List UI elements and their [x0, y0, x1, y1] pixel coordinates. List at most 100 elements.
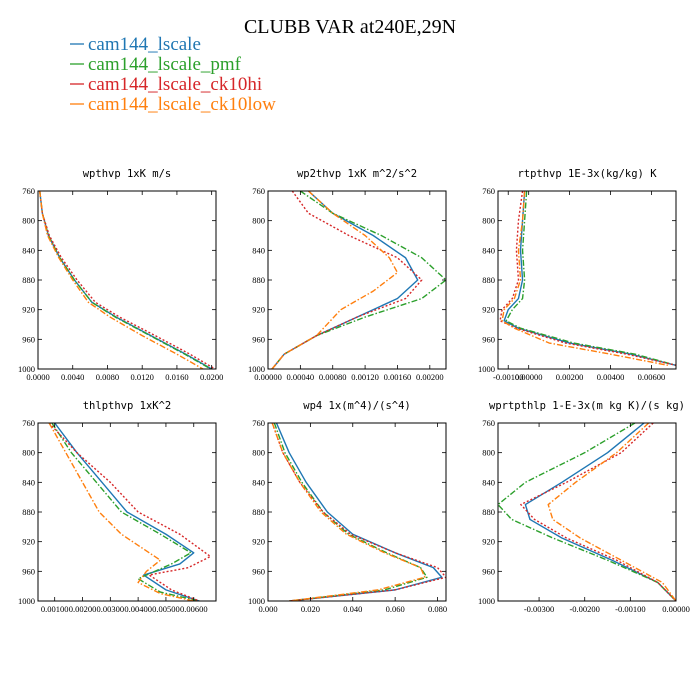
series-line — [275, 423, 443, 601]
y-tick-label: 840 — [252, 245, 265, 255]
x-tick-label: 0.000 — [258, 604, 277, 614]
y-tick-label: 1000 — [478, 364, 495, 374]
x-tick-label: 0.020 — [301, 604, 320, 614]
y-tick-label: 840 — [22, 245, 35, 255]
x-tick-label: 0.00100 — [41, 604, 69, 614]
y-tick-label: 880 — [482, 275, 495, 285]
plot-frame — [267, 422, 447, 602]
series-line — [520, 423, 676, 601]
y-tick-label: 760 — [252, 186, 265, 196]
y-tick-label: 760 — [482, 186, 495, 196]
x-tick-label: 0.00400 — [597, 372, 625, 382]
chart-panel: rtpthvp 1E-3x(kg/kg) K 760 800 840 880 920 960… — [478, 168, 677, 382]
x-tick-label: 0.00080 — [319, 372, 347, 382]
series-line — [271, 423, 446, 601]
x-tick-label: 0.00040 — [287, 372, 315, 382]
series-line — [271, 191, 446, 369]
y-tick-label: 920 — [252, 305, 265, 315]
series-line — [271, 191, 423, 369]
series-line — [51, 423, 200, 601]
x-tick-label: 0.0200 — [200, 372, 223, 382]
y-tick-label: 760 — [22, 186, 35, 196]
series-line — [547, 423, 676, 601]
panel-title: wprtpthlp 1-E-3x(m kg K)/(s kg) — [489, 400, 685, 412]
x-tick-label: 0.00300 — [97, 604, 125, 614]
legend-label: cam144_lscale_ck10hi — [88, 74, 262, 95]
y-tick-label: 920 — [22, 305, 35, 315]
y-tick-label: 1000 — [18, 364, 35, 374]
x-tick-label: 0.0080 — [96, 372, 119, 382]
plot-frame — [497, 422, 677, 602]
y-tick-label: 920 — [482, 305, 495, 315]
y-tick-label: 1000 — [18, 596, 35, 606]
y-tick-label: 1000 — [248, 596, 265, 606]
y-tick-label: 800 — [22, 448, 35, 458]
x-tick-label: 0.00500 — [152, 604, 180, 614]
x-tick-label: 0.080 — [428, 604, 447, 614]
panel-title: wp4 1x(m^4)/(s^4) — [303, 400, 410, 412]
x-tick-label: 0.00200 — [556, 372, 584, 382]
series-line — [271, 191, 399, 369]
x-tick-label: 0.040 — [343, 604, 362, 614]
series-line — [501, 191, 668, 366]
x-tick-label: 0.00200 — [69, 604, 97, 614]
panel-title: thlpthvp 1xK^2 — [83, 400, 172, 412]
y-tick-label: 840 — [482, 477, 495, 487]
y-tick-label: 800 — [252, 448, 265, 458]
x-tick-label: 0.0000 — [26, 372, 49, 382]
chart-panel: wp4 1x(m^4)/(s^4)76080084088092096010000… — [248, 400, 447, 614]
series-line — [48, 423, 212, 601]
y-tick-label: 880 — [252, 275, 265, 285]
x-tick-label: -0.00100 — [493, 372, 523, 382]
panel-title: wp2thvp 1xK m^2/s^2 — [297, 168, 417, 180]
panel-title: wpthvp 1xK m/s — [83, 168, 172, 180]
y-tick-label: 920 — [482, 537, 495, 547]
chart-panel: wpthvp 1xK m/s76080084088092096010000.00… — [18, 168, 223, 382]
y-tick-label: 800 — [482, 448, 495, 458]
y-tick-label: 960 — [482, 334, 495, 344]
x-tick-label: 0.00160 — [384, 372, 412, 382]
series-line — [39, 191, 213, 369]
x-tick-label: -0.00100 — [615, 604, 645, 614]
y-tick-label: 960 — [252, 334, 265, 344]
y-tick-label: 800 — [482, 216, 495, 226]
x-tick-label: 0.00000 — [662, 604, 690, 614]
x-tick-label: 0.00000 — [515, 372, 543, 382]
y-tick-label: 800 — [252, 216, 265, 226]
y-tick-label: 840 — [22, 477, 35, 487]
y-tick-label: 1000 — [248, 364, 265, 374]
x-tick-label: 0.00200 — [416, 372, 444, 382]
series-line — [498, 423, 676, 601]
y-tick-label: 960 — [482, 566, 495, 576]
y-tick-label: 960 — [22, 566, 35, 576]
y-tick-label: 840 — [252, 477, 265, 487]
plot-frame — [267, 190, 447, 370]
legend-label: cam144_lscale_pmf — [88, 54, 242, 75]
x-tick-label: 0.00400 — [124, 604, 152, 614]
series-line — [39, 191, 212, 369]
y-tick-label: 840 — [482, 245, 495, 255]
series-line — [524, 423, 676, 601]
chart-panel: thlpthvp 1xK^2 760 800 840 880 920 960 1000 0.00… — [18, 400, 217, 614]
panels: wpthvp 1xK m/s76080084088092096010000.00… — [18, 168, 690, 614]
y-tick-label: 920 — [22, 537, 35, 547]
y-tick-label: 880 — [22, 275, 35, 285]
x-tick-label: -0.00200 — [569, 604, 599, 614]
y-tick-label: 760 — [252, 418, 265, 428]
series-line — [271, 423, 426, 601]
y-tick-label: 960 — [252, 566, 265, 576]
series-line — [505, 191, 676, 366]
series-line — [503, 191, 676, 366]
legend-label: cam144_lscale_ck10low — [88, 94, 276, 115]
series-line — [48, 423, 194, 601]
x-tick-label: 0.060 — [386, 604, 405, 614]
figure-title: CLUBB VAR at240E,29N — [244, 16, 456, 38]
x-tick-label: 0.00000 — [254, 372, 282, 382]
y-tick-label: 880 — [22, 507, 35, 517]
panel-title: rtpthvp 1E-3x(kg/kg) K — [517, 168, 657, 180]
x-tick-label: 0.0040 — [61, 372, 84, 382]
chart-panel: wp2thvp 1xK m^2/s^2 760 800 840 880 920 960 100… — [248, 168, 447, 382]
x-tick-label: 0.0120 — [131, 372, 154, 382]
legend-label: cam144_lscale — [88, 34, 201, 55]
x-tick-label: 0.00600 — [180, 604, 208, 614]
